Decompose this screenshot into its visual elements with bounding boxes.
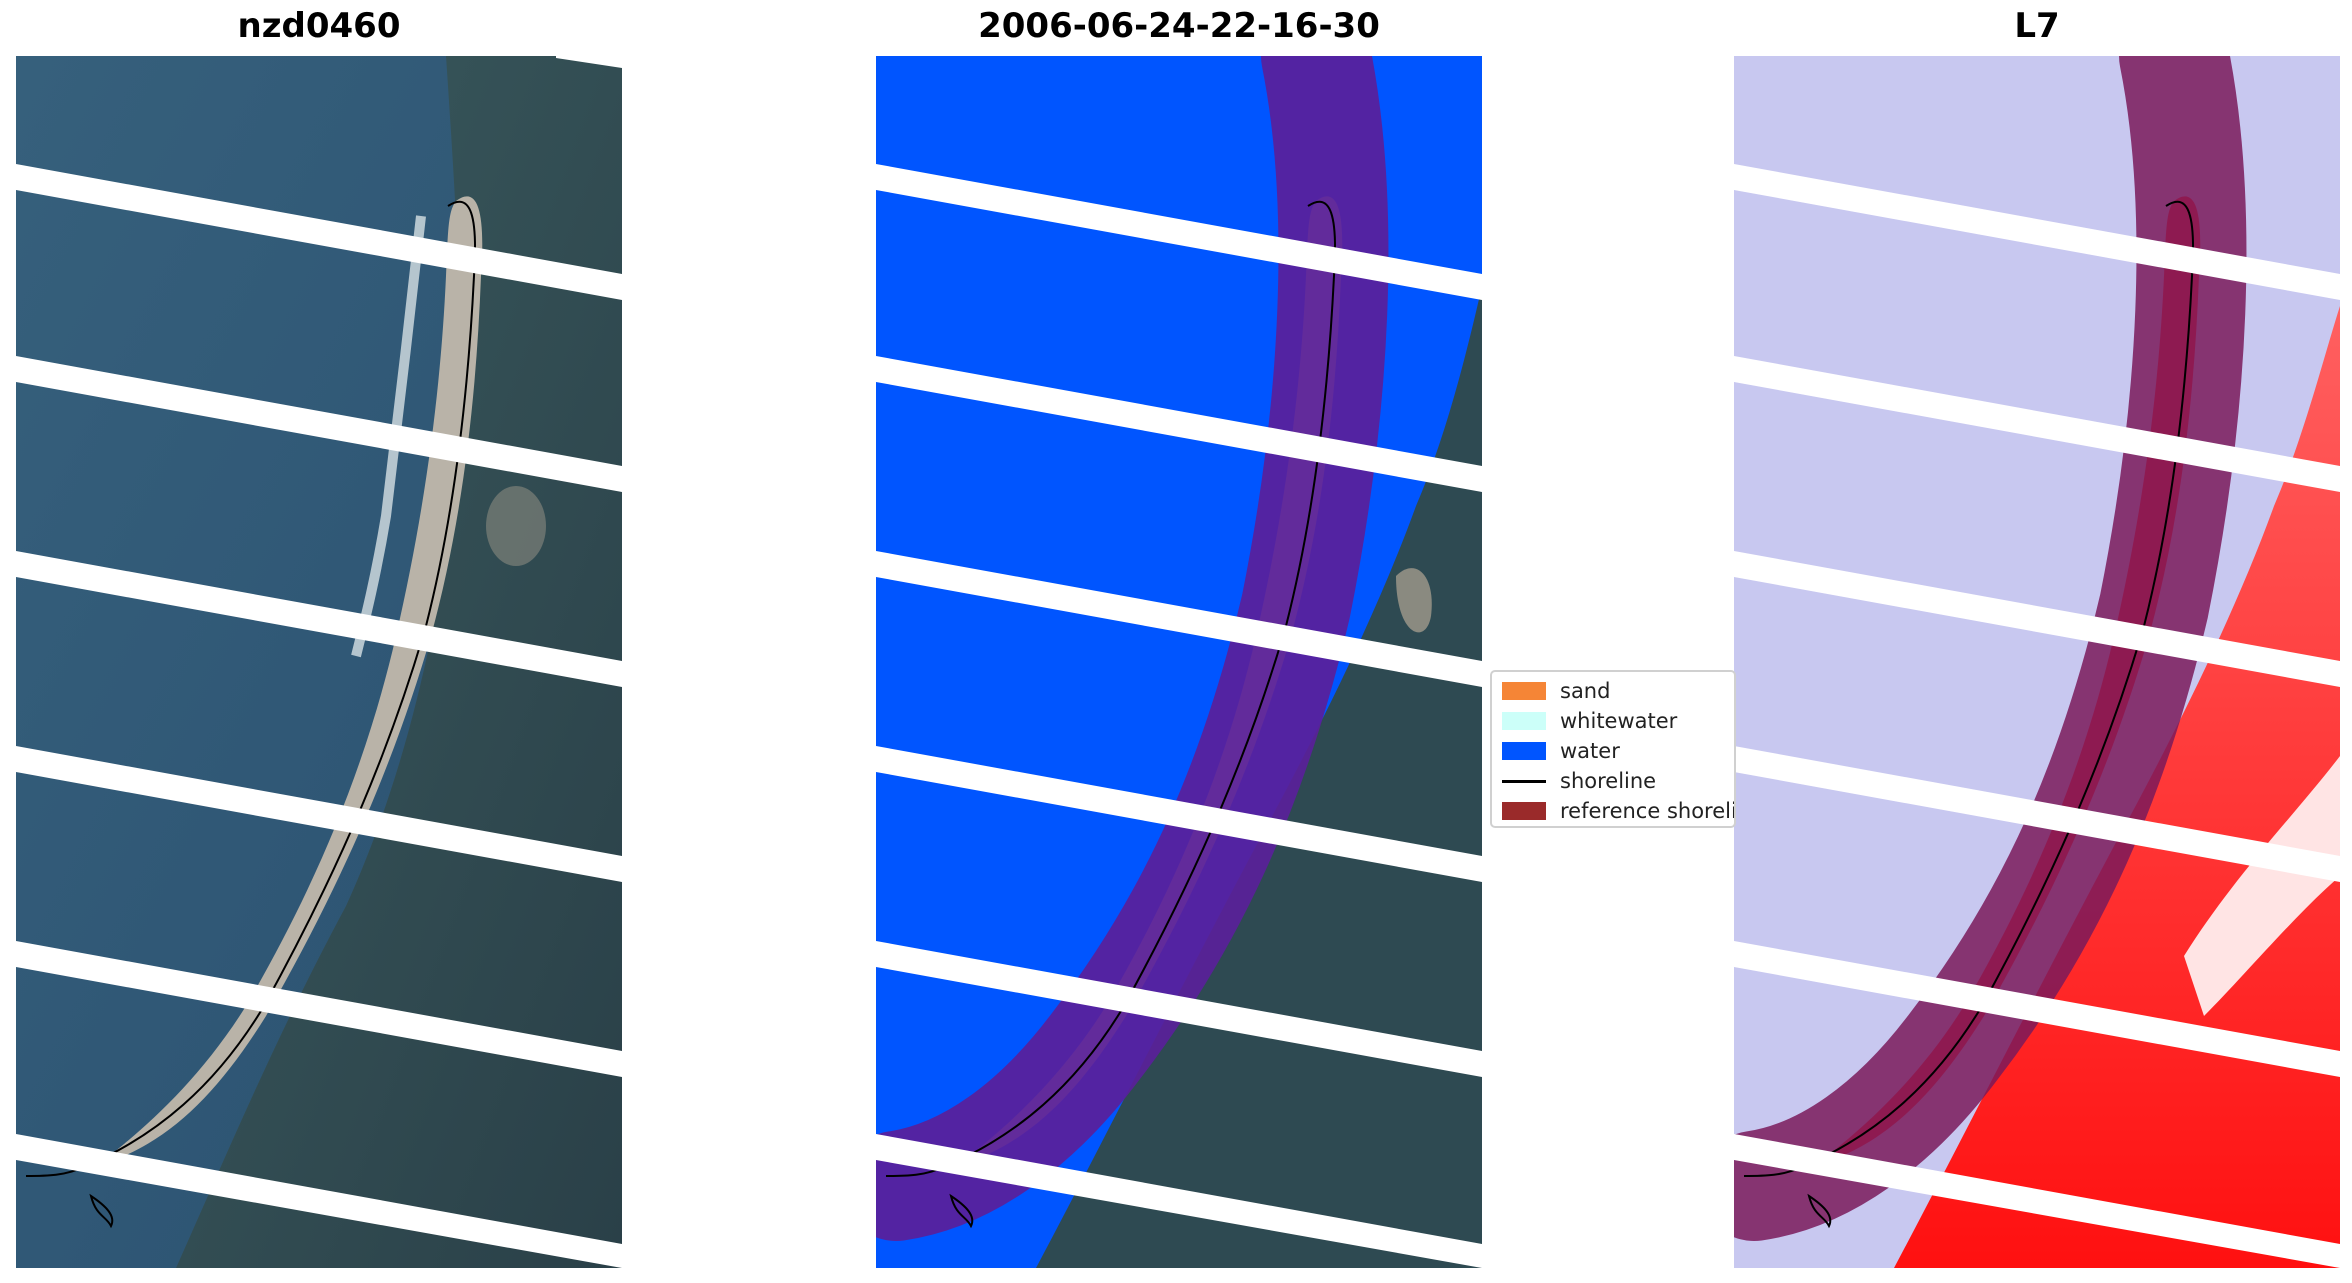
legend-label-whitewater: whitewater xyxy=(1560,709,1678,733)
legend-label-reference-shoreline: reference shoreli xyxy=(1560,799,1736,823)
whitewater-swatch xyxy=(1502,712,1546,730)
water-index-image xyxy=(1734,56,2340,1268)
rgb-image-panel xyxy=(16,56,622,1268)
scanline-gaps xyxy=(16,56,622,1268)
water-swatch xyxy=(1502,742,1546,760)
panel-title-classification: 2006-06-24-22-16-30 xyxy=(978,6,1380,46)
index-panel xyxy=(1734,56,2340,1268)
legend-label-water: water xyxy=(1560,739,1620,763)
rgb-satellite-image xyxy=(16,56,622,1268)
legend-label-shoreline: shoreline xyxy=(1560,769,1657,793)
legend-item-reference-shoreline: reference shoreli xyxy=(1502,796,1734,826)
sand-spit xyxy=(96,196,483,1167)
legend-item-whitewater: whitewater xyxy=(1502,706,1724,736)
legend-item-shoreline: shoreline xyxy=(1502,766,1724,796)
scanline-gaps xyxy=(1734,164,2340,1268)
panel-title-index: L7 xyxy=(2014,6,2060,46)
legend-item-water: water xyxy=(1502,736,1724,766)
legend: sand whitewater water shoreline referenc… xyxy=(1490,670,1736,828)
detected-shoreline xyxy=(25,200,477,1177)
sand-swatch xyxy=(1502,682,1546,700)
reference-shoreline-swatch xyxy=(1502,802,1546,820)
panel-title-rgb: nzd0460 xyxy=(237,6,401,46)
shoreline-line-swatch xyxy=(1502,779,1546,783)
legend-item-sand: sand xyxy=(1502,676,1724,706)
classified-image xyxy=(876,56,1482,1268)
scanline-gaps xyxy=(876,164,1482,1268)
legend-label-sand: sand xyxy=(1560,679,1611,703)
classification-panel xyxy=(876,56,1482,1268)
